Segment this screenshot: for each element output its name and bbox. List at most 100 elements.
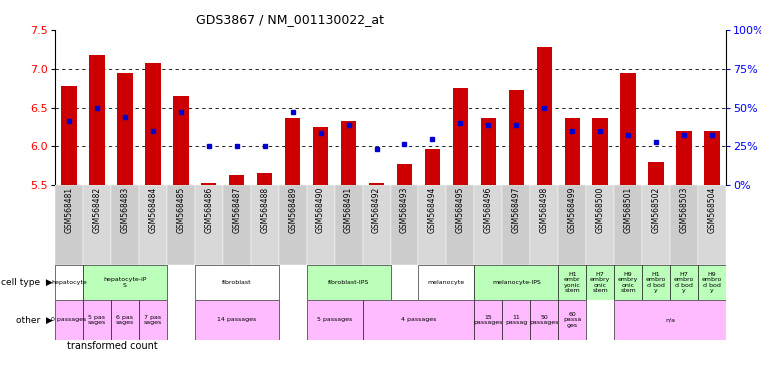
Text: H9
embry
onic
stem: H9 embry onic stem <box>618 272 638 293</box>
Text: H9
embro
d bod
y: H9 embro d bod y <box>702 272 722 293</box>
Text: GSM568501: GSM568501 <box>624 187 632 233</box>
Text: GSM568495: GSM568495 <box>456 187 465 233</box>
Bar <box>396 164 412 185</box>
Text: GSM568490: GSM568490 <box>316 187 325 233</box>
Bar <box>145 63 161 185</box>
Bar <box>341 121 356 185</box>
Bar <box>285 118 301 185</box>
Bar <box>279 185 307 265</box>
Text: H7
embry
onic
stem: H7 embry onic stem <box>590 272 610 293</box>
Text: 6 pas
sages: 6 pas sages <box>116 315 134 325</box>
Bar <box>705 131 720 185</box>
Text: 0 passages: 0 passages <box>51 318 87 323</box>
Text: GSM568486: GSM568486 <box>204 187 213 233</box>
Bar <box>502 185 530 265</box>
Text: transformed count: transformed count <box>67 341 158 351</box>
Bar <box>502 300 530 340</box>
Bar <box>55 300 83 340</box>
Bar <box>698 265 726 300</box>
Bar <box>586 265 614 300</box>
Bar <box>257 173 272 185</box>
Bar <box>139 185 167 265</box>
Bar <box>559 265 586 300</box>
Bar <box>642 265 670 300</box>
Text: GSM568503: GSM568503 <box>680 187 689 233</box>
Text: 50
passages: 50 passages <box>530 315 559 325</box>
Text: GSM568491: GSM568491 <box>344 187 353 233</box>
Bar <box>111 300 139 340</box>
Bar <box>698 185 726 265</box>
Bar <box>614 265 642 300</box>
Bar <box>362 300 474 340</box>
Text: 60
passa
ges: 60 passa ges <box>563 312 581 328</box>
Text: GSM568496: GSM568496 <box>484 187 493 233</box>
Bar <box>313 127 328 185</box>
Text: 14 passages: 14 passages <box>217 318 256 323</box>
Text: other  ▶: other ▶ <box>16 316 53 324</box>
Bar <box>537 47 552 185</box>
Text: 7 pas
sages: 7 pas sages <box>144 315 162 325</box>
Bar <box>362 185 390 265</box>
Text: GSM568489: GSM568489 <box>288 187 297 233</box>
Bar <box>195 265 279 300</box>
Text: GDS3867 / NM_001130022_at: GDS3867 / NM_001130022_at <box>196 13 384 26</box>
Bar <box>195 300 279 340</box>
Bar <box>83 265 167 300</box>
Text: GSM568493: GSM568493 <box>400 187 409 233</box>
Bar <box>369 183 384 185</box>
Text: fibroblast-IPS: fibroblast-IPS <box>328 280 369 285</box>
Text: GSM568481: GSM568481 <box>65 187 74 233</box>
Bar <box>307 265 390 300</box>
Bar <box>593 118 608 185</box>
Text: GSM568492: GSM568492 <box>372 187 381 233</box>
Bar <box>559 185 586 265</box>
Bar <box>677 131 692 185</box>
Text: GSM568488: GSM568488 <box>260 187 269 233</box>
Bar <box>419 185 447 265</box>
Bar <box>83 185 111 265</box>
Bar <box>55 185 83 265</box>
Bar <box>648 162 664 185</box>
Text: GSM568497: GSM568497 <box>512 187 521 233</box>
Text: GSM568502: GSM568502 <box>651 187 661 233</box>
Bar <box>335 185 362 265</box>
Text: GSM568494: GSM568494 <box>428 187 437 233</box>
Bar <box>474 185 502 265</box>
Text: GSM568487: GSM568487 <box>232 187 241 233</box>
Bar <box>614 300 726 340</box>
Bar <box>62 86 77 185</box>
Bar <box>586 185 614 265</box>
Bar <box>229 175 244 185</box>
Bar <box>508 90 524 185</box>
Text: H1
embro
d bod
y: H1 embro d bod y <box>646 272 667 293</box>
Bar <box>474 265 559 300</box>
Text: GSM568504: GSM568504 <box>708 187 717 233</box>
Bar <box>425 149 440 185</box>
Bar <box>117 73 132 185</box>
Bar <box>481 118 496 185</box>
Bar <box>453 88 468 185</box>
Bar <box>111 185 139 265</box>
Bar <box>390 185 419 265</box>
Bar <box>474 300 502 340</box>
Bar <box>167 185 195 265</box>
Bar <box>201 183 216 185</box>
Bar <box>83 300 111 340</box>
Text: GSM568483: GSM568483 <box>120 187 129 233</box>
Bar <box>614 185 642 265</box>
Bar <box>195 185 223 265</box>
Text: 5 passages: 5 passages <box>317 318 352 323</box>
Text: H1
embr
yonic
stem: H1 embr yonic stem <box>564 272 581 293</box>
Text: cell type  ▶: cell type ▶ <box>1 278 53 287</box>
Text: H7
embro
d bod
y: H7 embro d bod y <box>674 272 694 293</box>
Text: GSM568482: GSM568482 <box>92 187 101 233</box>
Text: 5 pas
sages: 5 pas sages <box>88 315 106 325</box>
Text: GSM568484: GSM568484 <box>148 187 158 233</box>
Bar <box>419 265 474 300</box>
Bar <box>530 300 559 340</box>
Bar <box>565 118 580 185</box>
Text: 15
passages: 15 passages <box>473 315 503 325</box>
Bar <box>55 265 83 300</box>
Text: 4 passages: 4 passages <box>401 318 436 323</box>
Text: GSM568500: GSM568500 <box>596 187 605 233</box>
